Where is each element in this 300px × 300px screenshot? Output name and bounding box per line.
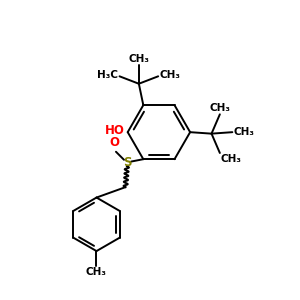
Text: CH₃: CH₃ <box>234 127 255 136</box>
Text: CH₃: CH₃ <box>210 103 231 113</box>
Text: CH₃: CH₃ <box>220 154 242 164</box>
Text: S: S <box>123 156 131 169</box>
Text: O: O <box>110 136 119 149</box>
Text: CH₃: CH₃ <box>128 54 149 64</box>
Text: CH₃: CH₃ <box>86 267 107 278</box>
Text: CH₃: CH₃ <box>160 70 181 80</box>
Text: HO: HO <box>105 124 125 137</box>
Text: H₃C: H₃C <box>97 70 118 80</box>
